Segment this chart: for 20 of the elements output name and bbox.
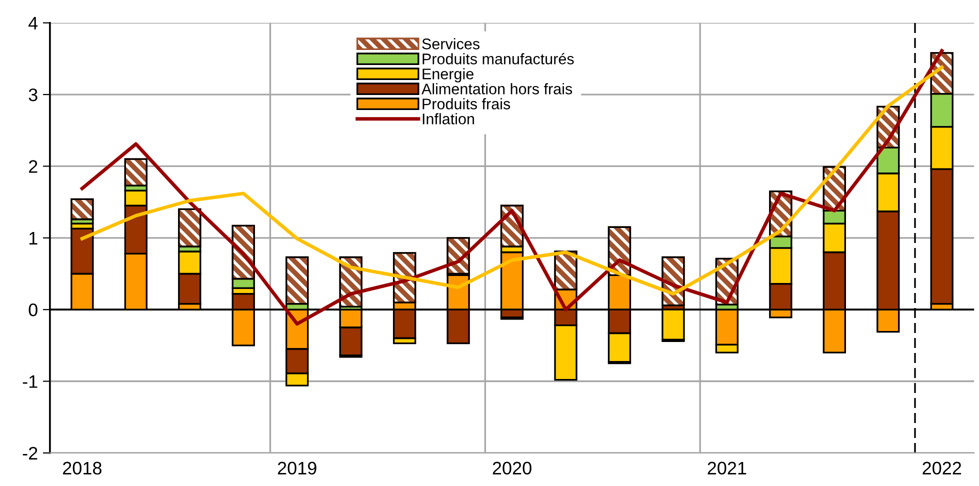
x-tick-label: 2021 [708, 462, 746, 475]
legend-label: Energie [422, 68, 474, 82]
x-tick-label: 2018 [62, 462, 102, 475]
y-tick-label: 2 [28, 160, 38, 173]
legend-label: Inflation [422, 113, 474, 124]
legend-label: Produits frais [422, 98, 510, 110]
x-tick-label: 2020 [492, 462, 532, 475]
x-tick-label: 2022 [922, 462, 962, 475]
y-tick-label: -1 [22, 375, 38, 388]
y-tick-label: 4 [28, 16, 38, 30]
legend-label: Services [422, 38, 480, 50]
y-tick-label: -2 [22, 446, 38, 460]
y-tick-label: 3 [28, 88, 38, 102]
y-tick-label: 0 [28, 304, 38, 316]
legend-label: Produits manufacturés [422, 52, 574, 64]
y-tick-label: 1 [29, 232, 38, 244]
legend-label: Alimentation hors frais [422, 83, 572, 94]
line-series [80, 49, 944, 326]
x-tick-label: 2019 [278, 462, 316, 475]
line-series [80, 66, 944, 296]
